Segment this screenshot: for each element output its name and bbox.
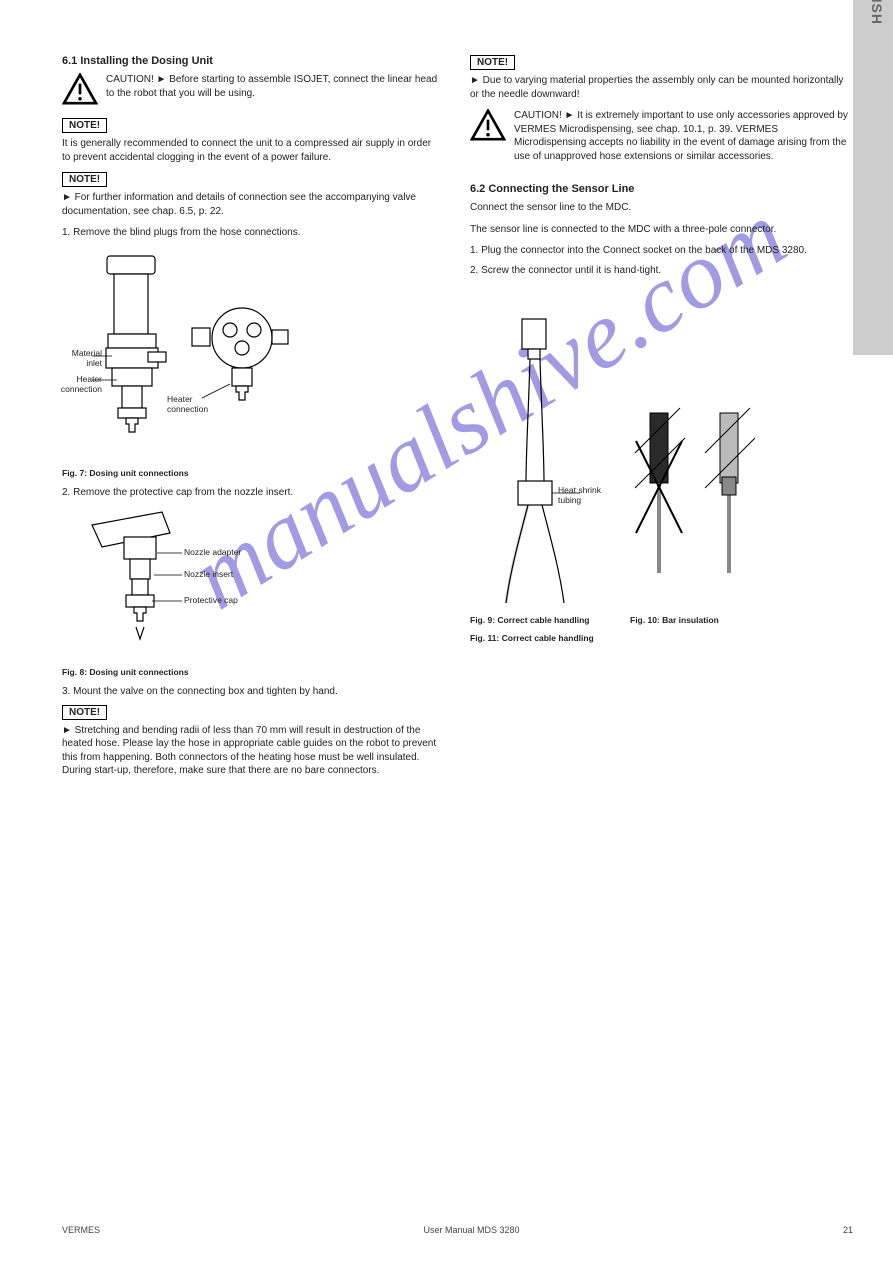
step-3: 3. Mount the valve on the connecting box… (62, 685, 442, 699)
left-column: 6.1 Installing the Dosing Unit CAUTION! … (62, 55, 442, 786)
note-text-4: ► Due to varying material properties the… (470, 74, 850, 101)
note-label-4: NOTE! (470, 55, 515, 70)
fig7-callout-material-inlet: Material inlet (57, 348, 102, 368)
page-footer: VERMES User Manual MDS 3280 21 (62, 1225, 853, 1235)
section-heading-6-1: 6.1 Installing the Dosing Unit (62, 55, 442, 67)
warning-triangle-icon (470, 109, 506, 144)
note-label-2: NOTE! (62, 172, 107, 187)
note-text-3: ► Stretching and bending radii of less t… (62, 724, 442, 778)
note-text-1: It is generally recommended to connect t… (62, 137, 442, 164)
language-label: ENGLISH (869, 0, 885, 25)
footer-doc-title: User Manual MDS 3280 (423, 1225, 519, 1235)
fig11-caption: Fig. 11: Correct cable handling (470, 633, 850, 643)
step-4: 1. Plug the connector into the Connect s… (470, 244, 850, 258)
footer-brand: VERMES (62, 1225, 100, 1235)
step-1: 1. Remove the blind plugs from the hose … (62, 226, 442, 240)
step-2: 2. Remove the protective cap from the no… (62, 486, 442, 500)
figure-group: Heat shrink tubing Fig. 9: Correct cable… (470, 285, 850, 625)
note-label-1: NOTE! (62, 118, 107, 133)
figure-8: Nozzle adapter Nozzle insert Protective … (62, 507, 442, 677)
note-text-2: ► For further information and details of… (62, 191, 442, 218)
fig9-caption: Fig. 9: Correct cable handling (470, 615, 600, 625)
note-label-3: NOTE! (62, 705, 107, 720)
right-column: NOTE! ► Due to varying material properti… (470, 55, 850, 643)
step-5: 2. Screw the connector until it is hand-… (470, 264, 850, 278)
para-6-2-b: The sensor line is connected to the MDC … (470, 223, 850, 237)
language-side-tab: ENGLISH (853, 0, 893, 355)
fig10-caption: Fig. 10: Bar insulation (630, 615, 780, 625)
fig7-callout-heater-2: Heater connection (167, 394, 212, 414)
figure-7: Material inlet Heater connection Heater … (62, 248, 442, 478)
fig8-callout-cap: Protective cap (184, 595, 238, 605)
footer-page-number: 21 (843, 1225, 853, 1235)
fig9-callout-tubing: Heat shrink tubing (558, 485, 613, 505)
fig7-caption: Fig. 7: Dosing unit connections (62, 468, 189, 478)
fig8-caption: Fig. 8: Dosing unit connections (62, 667, 189, 677)
caution-text-1: CAUTION! ► Before starting to assemble I… (106, 73, 442, 100)
fig7-callout-heater: Heater connection (47, 374, 102, 394)
caution-text-2: CAUTION! ► It is extremely important to … (514, 109, 850, 163)
section-heading-6-2: 6.2 Connecting the Sensor Line (470, 183, 850, 195)
fig8-callout-adapter: Nozzle adapter (184, 547, 241, 557)
warning-triangle-icon (62, 73, 98, 108)
para-6-2-a: Connect the sensor line to the MDC. (470, 201, 850, 215)
fig8-callout-insert: Nozzle insert (184, 569, 233, 579)
figure-10: Fig. 10: Bar insulation (630, 393, 780, 625)
caution-block-1: CAUTION! ► Before starting to assemble I… (62, 73, 442, 108)
caution-block-2: CAUTION! ► It is extremely important to … (470, 109, 850, 171)
figure-9: Heat shrink tubing Fig. 9: Correct cable… (470, 313, 600, 625)
